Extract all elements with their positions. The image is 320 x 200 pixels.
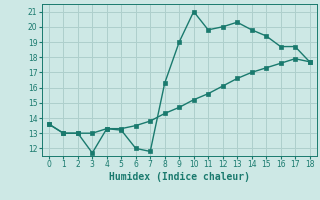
X-axis label: Humidex (Indice chaleur): Humidex (Indice chaleur) [109, 172, 250, 182]
